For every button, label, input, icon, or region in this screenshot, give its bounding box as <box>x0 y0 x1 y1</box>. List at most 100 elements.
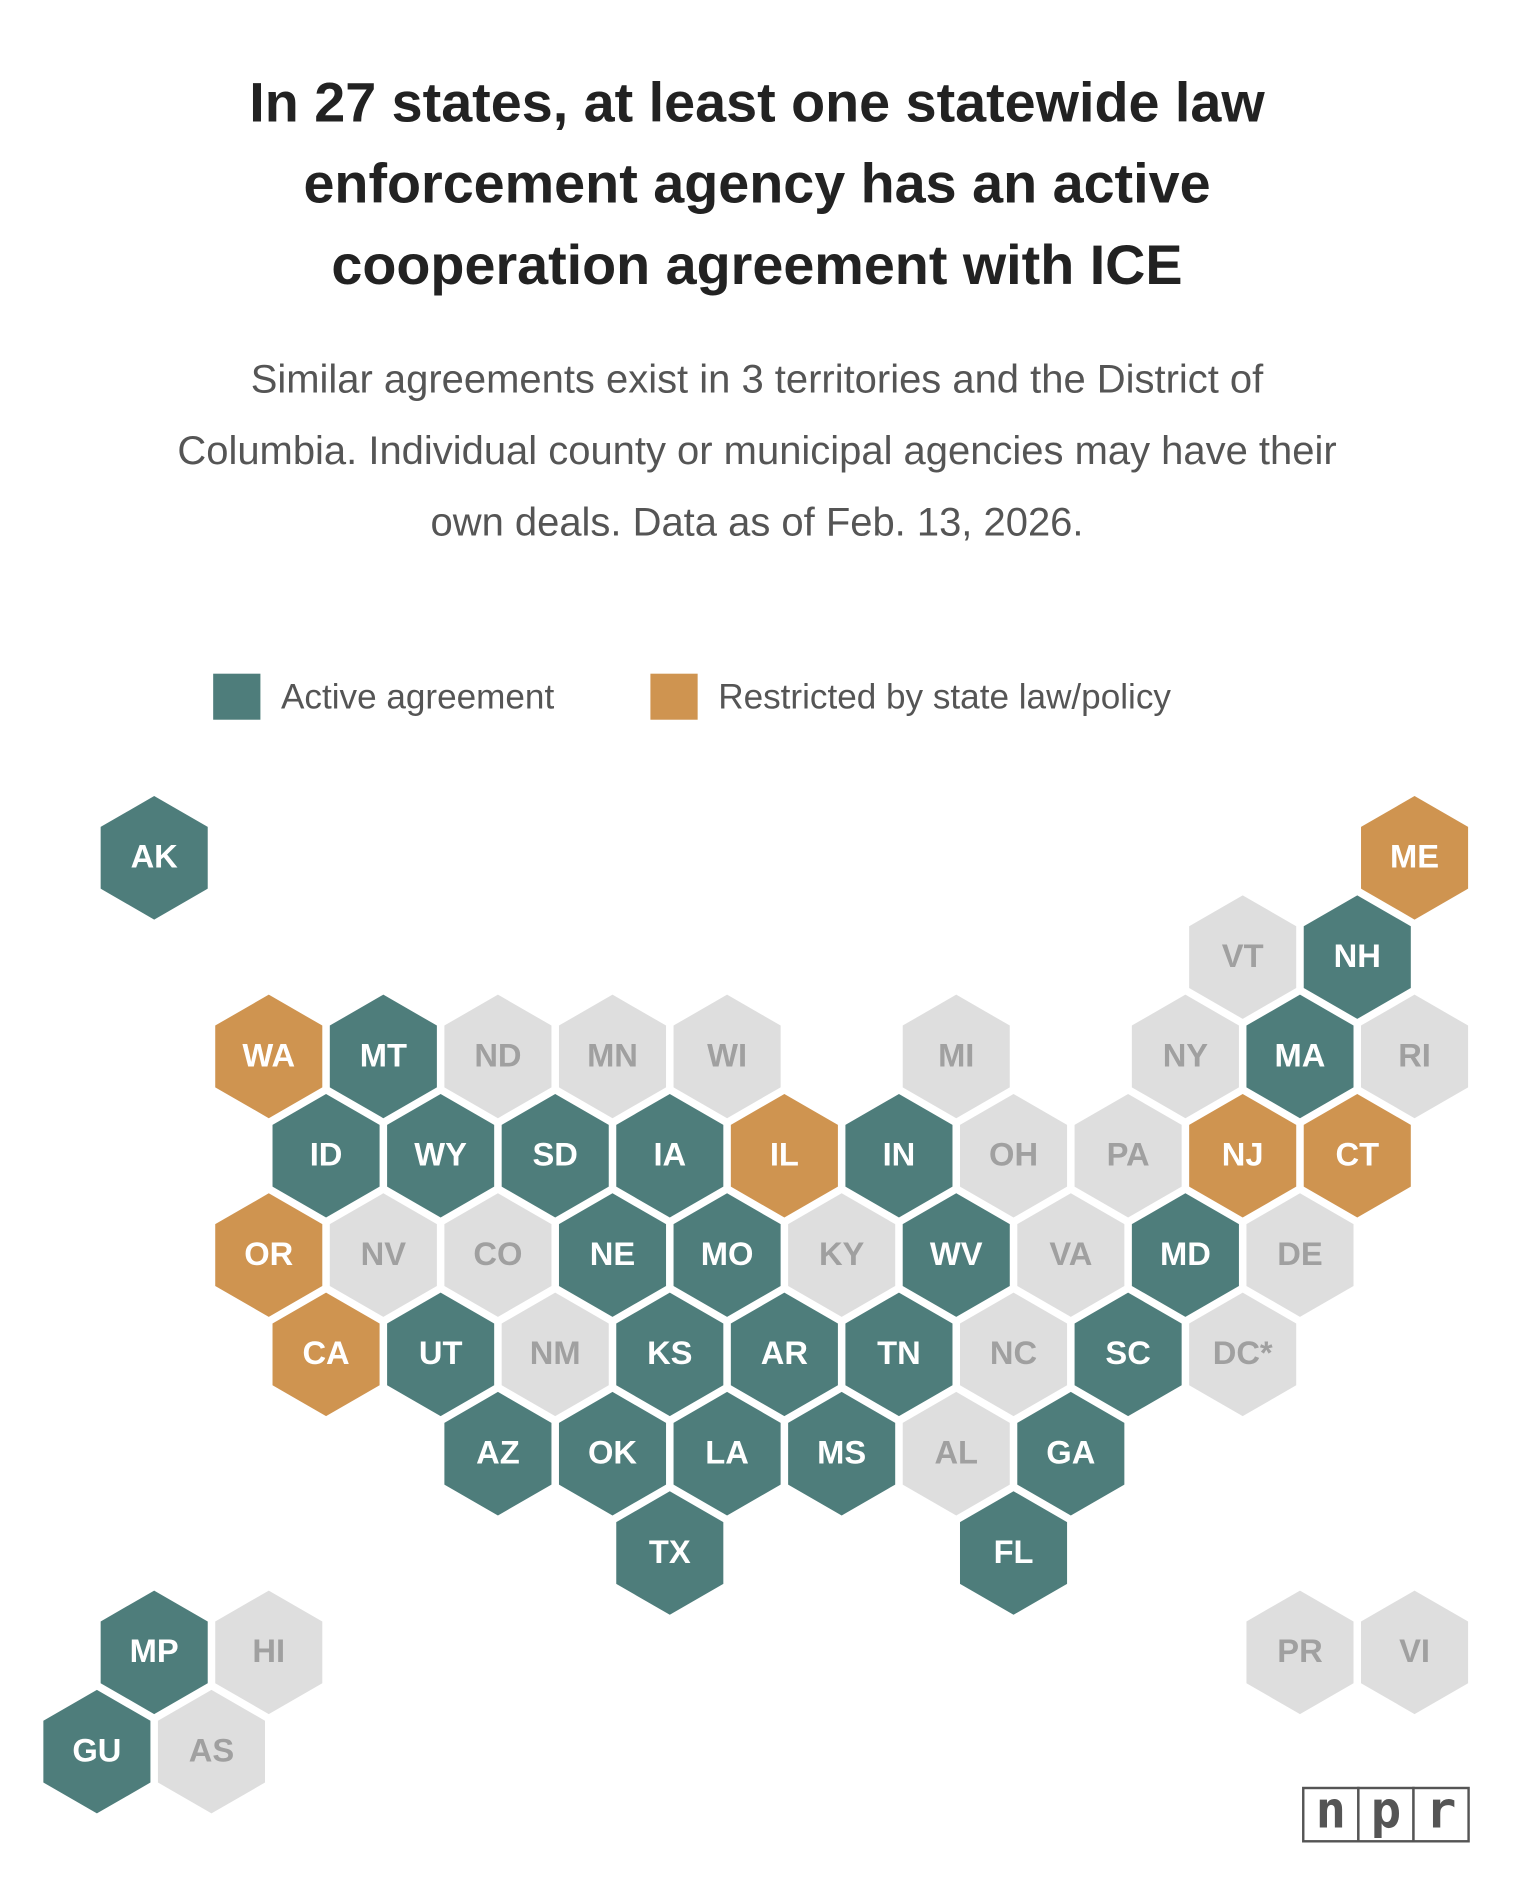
state-hex: NM <box>501 1292 609 1417</box>
state-hex: MA <box>1246 994 1354 1119</box>
state-hex: OH <box>959 1093 1068 1218</box>
hex-shape <box>788 1391 896 1516</box>
hex-shape <box>444 1193 552 1317</box>
state-hex: MO <box>673 1193 781 1317</box>
state-hex: UT <box>387 1292 495 1417</box>
state-hex: IL <box>730 1093 838 1218</box>
hex-label: VI <box>1399 1632 1430 1669</box>
hex-label: NE <box>590 1235 635 1272</box>
hex-label: UT <box>419 1334 463 1371</box>
state-hex: MT <box>329 994 437 1119</box>
hex-shape <box>558 1391 667 1516</box>
hex-label: PR <box>1277 1632 1322 1669</box>
state-hex: KY <box>788 1193 896 1317</box>
title-line: In 27 states, at least one statewide law <box>249 72 1265 134</box>
legend-label: Restricted by state law/policy <box>718 677 1171 716</box>
state-hex: MP <box>100 1590 208 1715</box>
hex-label: NY <box>1163 1036 1209 1073</box>
state-hex: AK <box>100 796 208 920</box>
hex-shape <box>673 1193 781 1317</box>
state-hex: GU <box>43 1689 151 1814</box>
hex-label: MO <box>701 1235 754 1272</box>
state-hex: MS <box>788 1391 896 1516</box>
hex-label: KY <box>819 1235 865 1272</box>
hex-label: NJ <box>1222 1136 1264 1173</box>
hex-shape <box>1189 895 1297 1019</box>
hex-shape <box>329 1193 437 1317</box>
hex-shape <box>959 1491 1068 1615</box>
state-hex: VT <box>1189 895 1297 1019</box>
title-line: cooperation agreement with ICE <box>331 234 1182 296</box>
hex-label: LA <box>705 1434 749 1471</box>
hex-label: TX <box>649 1533 691 1570</box>
state-hex: ME <box>1361 796 1469 920</box>
hex-shape <box>272 1093 380 1218</box>
state-hex: CT <box>1303 1093 1411 1218</box>
hex-shape <box>959 1292 1068 1417</box>
state-hex: AR <box>730 1292 838 1417</box>
hex-shape <box>215 1193 323 1317</box>
hex-shape <box>902 994 1010 1119</box>
hex-label: IA <box>653 1136 686 1173</box>
state-hex: SD <box>501 1093 609 1218</box>
hex-label: AL <box>934 1434 978 1471</box>
hex-shape <box>730 1093 838 1218</box>
state-hex: NC <box>959 1292 1068 1417</box>
hex-label: VT <box>1222 937 1264 974</box>
legend-label: Active agreement <box>281 677 554 716</box>
hex-label: ME <box>1390 838 1439 875</box>
hex-shape <box>558 994 667 1119</box>
hex-label: ND <box>474 1036 521 1073</box>
state-hex: NE <box>558 1193 667 1317</box>
hex-label: AR <box>761 1334 808 1371</box>
hex-shape <box>1246 994 1354 1119</box>
state-hex: WY <box>387 1093 495 1218</box>
state-hex: OK <box>558 1391 667 1516</box>
hex-shape <box>1189 1292 1297 1417</box>
hex-label: MT <box>360 1036 407 1073</box>
hex-label: WY <box>414 1136 467 1173</box>
hex-shape <box>730 1292 838 1417</box>
hex-label: MD <box>1160 1235 1211 1272</box>
legend-swatch <box>213 673 261 720</box>
hex-shape <box>43 1689 151 1814</box>
hex-label: MP <box>130 1632 179 1669</box>
state-hex: KS <box>616 1292 724 1417</box>
hex-shape <box>215 1590 323 1715</box>
hex-label: NM <box>530 1334 581 1371</box>
state-hex: WI <box>673 994 781 1119</box>
hex-shape <box>387 1093 495 1218</box>
hex-label: IL <box>770 1136 799 1173</box>
state-hex: CO <box>444 1193 552 1317</box>
state-hex: NJ <box>1189 1093 1297 1218</box>
state-hex: IA <box>616 1093 724 1218</box>
hex-label: FL <box>994 1533 1034 1570</box>
hex-shape <box>902 1391 1010 1516</box>
hex-label: CA <box>302 1334 349 1371</box>
state-hex: ID <box>272 1093 380 1218</box>
state-hex: TN <box>845 1292 953 1417</box>
state-hex: FL <box>959 1491 1068 1615</box>
hex-label: AS <box>189 1732 234 1769</box>
hex-label: MN <box>587 1036 638 1073</box>
hex-label: TN <box>877 1334 921 1371</box>
hex-shape <box>673 994 781 1119</box>
hex-shape <box>1361 994 1469 1119</box>
state-hex: CA <box>272 1292 380 1417</box>
hex-label: SC <box>1105 1334 1150 1371</box>
hex-shape <box>1017 1193 1125 1317</box>
hex-shape <box>558 1193 667 1317</box>
logo-box <box>1357 1786 1415 1843</box>
hex-shape <box>501 1292 609 1417</box>
state-hex: SC <box>1074 1292 1182 1417</box>
hex-label: IN <box>883 1136 916 1173</box>
hex-label: RI <box>1398 1036 1431 1073</box>
hex-label: WV <box>930 1235 983 1272</box>
hex-shape <box>616 1093 724 1218</box>
hex-label: ID <box>310 1136 343 1173</box>
state-hex: HI <box>215 1590 323 1715</box>
hex-shape <box>329 994 437 1119</box>
hex-shape <box>1303 895 1411 1019</box>
